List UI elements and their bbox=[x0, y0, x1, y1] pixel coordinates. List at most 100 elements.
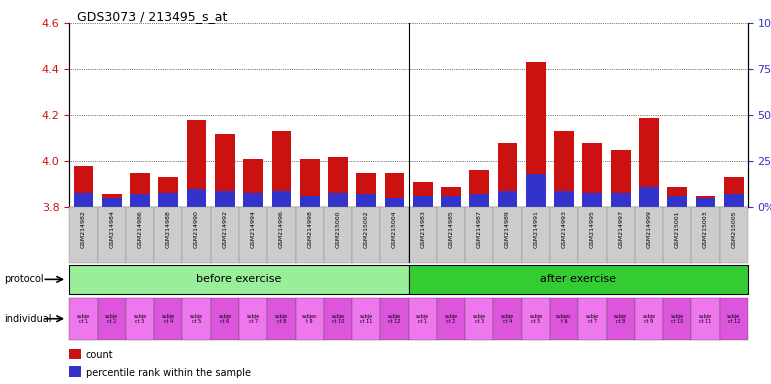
Bar bbox=[724, 177, 743, 207]
Bar bbox=[493, 298, 522, 340]
Text: GSM214994: GSM214994 bbox=[251, 210, 256, 248]
Text: subje
ct 4: subje ct 4 bbox=[501, 313, 514, 324]
Bar bbox=[239, 207, 268, 263]
Text: subje
ct 10: subje ct 10 bbox=[671, 313, 684, 324]
Bar bbox=[295, 207, 324, 263]
Bar bbox=[328, 193, 348, 207]
Text: GSM214983: GSM214983 bbox=[420, 210, 426, 248]
Text: subje
ct 7: subje ct 7 bbox=[247, 313, 260, 324]
Bar bbox=[102, 198, 122, 207]
Text: GSM215003: GSM215003 bbox=[703, 210, 708, 248]
Bar bbox=[465, 298, 493, 340]
Bar bbox=[663, 207, 692, 263]
Bar bbox=[210, 207, 239, 263]
Bar bbox=[239, 298, 268, 340]
Bar bbox=[183, 298, 210, 340]
Text: GSM214996: GSM214996 bbox=[279, 210, 284, 248]
Bar bbox=[635, 298, 663, 340]
Text: subje
ct 5: subje ct 5 bbox=[529, 313, 543, 324]
Text: GSM214992: GSM214992 bbox=[222, 210, 227, 248]
Bar bbox=[300, 159, 319, 207]
Bar bbox=[498, 191, 517, 207]
Text: subje
ct 11: subje ct 11 bbox=[359, 313, 373, 324]
Bar bbox=[183, 207, 210, 263]
Bar bbox=[639, 118, 658, 207]
Bar bbox=[187, 120, 207, 207]
Text: GSM215002: GSM215002 bbox=[364, 210, 369, 248]
Text: subje
ct 1: subje ct 1 bbox=[416, 313, 429, 324]
Bar bbox=[441, 196, 461, 207]
Text: subjec
t 6: subjec t 6 bbox=[556, 313, 572, 324]
Bar bbox=[130, 194, 150, 207]
Bar bbox=[663, 298, 692, 340]
Bar bbox=[526, 174, 546, 207]
Bar bbox=[413, 196, 433, 207]
Bar bbox=[695, 198, 715, 207]
Bar bbox=[498, 143, 517, 207]
Text: subje
ct 11: subje ct 11 bbox=[699, 313, 712, 324]
Text: subje
ct 12: subje ct 12 bbox=[388, 313, 401, 324]
Bar bbox=[244, 193, 263, 207]
Bar bbox=[724, 194, 743, 207]
Text: GDS3073 / 213495_s_at: GDS3073 / 213495_s_at bbox=[77, 10, 227, 23]
Bar bbox=[385, 198, 404, 207]
Text: GSM214993: GSM214993 bbox=[561, 210, 567, 248]
Bar bbox=[554, 191, 574, 207]
Text: GSM214997: GSM214997 bbox=[618, 210, 623, 248]
Bar bbox=[69, 366, 81, 377]
Text: subje
ct 2: subje ct 2 bbox=[105, 313, 119, 324]
Bar bbox=[268, 207, 295, 263]
Bar bbox=[583, 143, 602, 207]
Bar bbox=[215, 191, 234, 207]
Bar bbox=[356, 173, 376, 207]
Text: subje
ct 12: subje ct 12 bbox=[727, 313, 740, 324]
Text: GSM214982: GSM214982 bbox=[81, 210, 86, 248]
Bar bbox=[550, 207, 578, 263]
Text: subje
ct 1: subje ct 1 bbox=[77, 313, 90, 324]
Bar bbox=[437, 207, 465, 263]
Bar bbox=[98, 298, 126, 340]
Bar bbox=[69, 349, 81, 359]
Bar bbox=[667, 196, 687, 207]
Bar bbox=[695, 196, 715, 207]
Text: protocol: protocol bbox=[4, 274, 43, 285]
Bar bbox=[441, 187, 461, 207]
Text: subje
ct 8: subje ct 8 bbox=[614, 313, 628, 324]
Bar bbox=[550, 298, 578, 340]
Text: percentile rank within the sample: percentile rank within the sample bbox=[86, 367, 251, 377]
Bar bbox=[158, 177, 178, 207]
Text: subjec
t 9: subjec t 9 bbox=[301, 313, 318, 324]
Bar bbox=[69, 265, 409, 294]
Text: GSM214998: GSM214998 bbox=[307, 210, 312, 248]
Text: GSM214988: GSM214988 bbox=[166, 210, 171, 248]
Text: GSM214991: GSM214991 bbox=[534, 210, 538, 248]
Bar bbox=[69, 298, 98, 340]
Bar bbox=[470, 194, 489, 207]
Text: subje
ct 5: subje ct 5 bbox=[190, 313, 204, 324]
Text: subje
ct 7: subje ct 7 bbox=[586, 313, 599, 324]
Bar bbox=[409, 265, 748, 294]
Bar bbox=[554, 131, 574, 207]
Text: GSM214999: GSM214999 bbox=[646, 210, 651, 248]
Bar bbox=[692, 298, 719, 340]
Bar bbox=[130, 173, 150, 207]
Bar bbox=[526, 62, 546, 207]
Bar bbox=[215, 134, 234, 207]
Bar bbox=[639, 187, 658, 207]
Text: subje
ct 2: subje ct 2 bbox=[444, 313, 458, 324]
Bar bbox=[611, 193, 631, 207]
Bar bbox=[244, 159, 263, 207]
Bar bbox=[268, 298, 295, 340]
Text: before exercise: before exercise bbox=[197, 274, 281, 285]
Text: subje
ct 9: subje ct 9 bbox=[642, 313, 655, 324]
Text: individual: individual bbox=[4, 314, 52, 324]
Text: subje
ct 6: subje ct 6 bbox=[218, 313, 231, 324]
Bar bbox=[413, 182, 433, 207]
Bar bbox=[324, 298, 352, 340]
Bar bbox=[409, 207, 437, 263]
Text: GSM214986: GSM214986 bbox=[137, 210, 143, 248]
Bar bbox=[409, 298, 437, 340]
Bar bbox=[522, 298, 550, 340]
Bar bbox=[437, 298, 465, 340]
Bar bbox=[522, 207, 550, 263]
